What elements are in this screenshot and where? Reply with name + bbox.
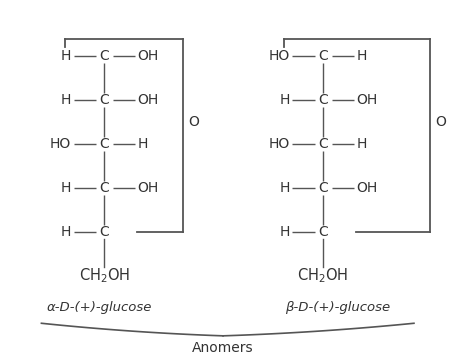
Text: H: H (356, 49, 366, 63)
Text: OH: OH (137, 93, 159, 107)
Text: H: H (280, 181, 290, 195)
Text: C: C (100, 93, 109, 107)
Text: HO: HO (269, 137, 290, 151)
Text: C: C (100, 137, 109, 151)
Text: H: H (61, 49, 71, 63)
Text: Anomers: Anomers (192, 341, 254, 354)
Text: C: C (100, 225, 109, 239)
Text: β-D-(+)-glucose: β-D-(+)-glucose (284, 301, 390, 314)
Text: H: H (61, 225, 71, 239)
Text: C: C (318, 181, 328, 195)
Text: H: H (61, 181, 71, 195)
Text: CH$_2$OH: CH$_2$OH (79, 267, 130, 286)
Text: H: H (280, 93, 290, 107)
Text: OH: OH (356, 93, 377, 107)
Text: CH$_2$OH: CH$_2$OH (298, 267, 349, 286)
Text: C: C (318, 93, 328, 107)
Text: OH: OH (137, 49, 159, 63)
Text: O: O (188, 115, 199, 129)
Text: OH: OH (137, 181, 159, 195)
Text: C: C (318, 137, 328, 151)
Text: H: H (137, 137, 148, 151)
Text: H: H (356, 137, 366, 151)
Text: HO: HO (269, 49, 290, 63)
Text: α-D-(+)-glucose: α-D-(+)-glucose (47, 301, 152, 314)
Text: C: C (100, 49, 109, 63)
Text: OH: OH (356, 181, 377, 195)
Text: C: C (100, 181, 109, 195)
Text: H: H (280, 225, 290, 239)
Text: HO: HO (50, 137, 71, 151)
Text: C: C (318, 49, 328, 63)
Text: O: O (435, 115, 446, 129)
Text: C: C (318, 225, 328, 239)
Text: H: H (61, 93, 71, 107)
